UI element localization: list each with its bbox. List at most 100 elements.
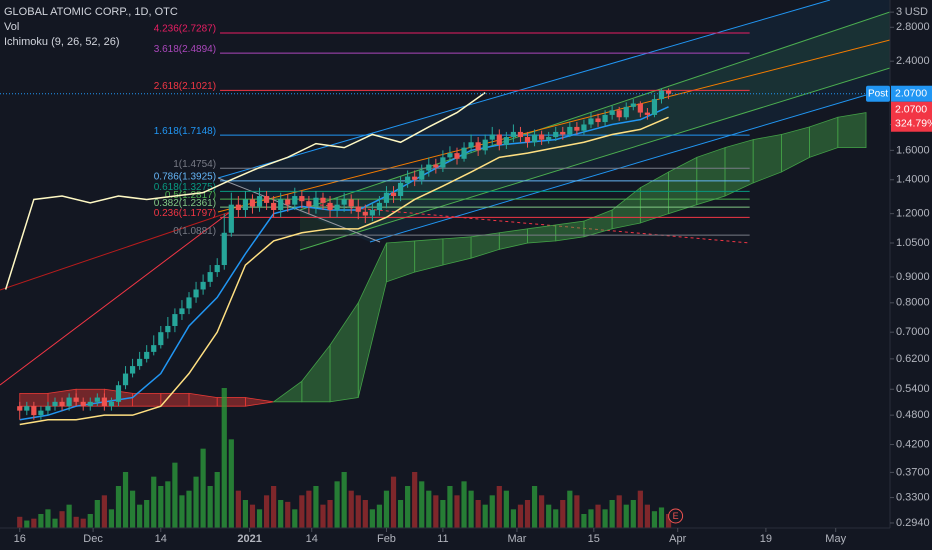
y-tick-label: 0.2940	[896, 517, 930, 529]
volume-bar	[137, 504, 143, 528]
x-tick-label: Dec	[83, 533, 103, 545]
volume-bar	[221, 388, 227, 528]
candle-body	[630, 103, 636, 107]
y-tick-label: 0.3700	[896, 466, 930, 478]
candle-body	[256, 196, 263, 207]
channel-lower	[369, 87, 891, 243]
volume-bar	[242, 500, 249, 528]
candle-body	[376, 202, 383, 211]
volume-bar	[115, 486, 122, 528]
candle-body	[87, 401, 93, 407]
base-line	[19, 116, 669, 426]
plot-layer: 4.236(2.7287) 3.618(2.4894) 2.618(2.1021) 1…	[0, 24, 890, 528]
candle-body	[17, 406, 23, 411]
volume-bar	[249, 504, 256, 528]
volume-bar	[447, 486, 453, 528]
volume-bar	[362, 500, 368, 528]
channel-handle	[217, 177, 381, 243]
volume-bar	[567, 490, 573, 528]
candle-body	[249, 199, 256, 207]
fib-label: 0.382(1.2361)	[154, 198, 216, 209]
candle-body	[581, 124, 587, 131]
candle-body	[475, 142, 481, 151]
last-price-tag	[891, 101, 932, 132]
volume-bar	[108, 509, 115, 528]
y-tick-label: 3	[896, 6, 902, 18]
volume-bar	[327, 500, 333, 528]
candle-body	[334, 204, 340, 211]
x-tick-label: 16	[14, 533, 26, 545]
candle-body	[440, 157, 446, 168]
candle-body	[299, 196, 305, 202]
volume-bar	[235, 490, 241, 528]
volume-bar	[658, 507, 665, 528]
cloud-segment	[216, 397, 246, 407]
candle-body	[517, 131, 524, 138]
candle-body	[66, 397, 72, 407]
volume-bar	[623, 504, 629, 528]
volume-bar	[299, 495, 305, 528]
candle-body	[278, 199, 284, 211]
volume-bar	[228, 439, 234, 528]
volume-bar	[45, 509, 51, 528]
candle-body	[137, 358, 143, 367]
volume-bar	[412, 472, 418, 528]
candle-body	[94, 397, 100, 402]
volume-bar	[616, 495, 622, 528]
volume-bar	[313, 486, 319, 528]
volume-bar	[651, 511, 658, 528]
lagging-line	[4, 92, 486, 290]
candle-body	[553, 131, 559, 138]
x-tick-label: 14	[155, 533, 167, 545]
pitchfork	[0, 0, 891, 386]
candle-body	[108, 401, 115, 407]
volume-bar	[165, 481, 171, 528]
candle-body	[369, 210, 375, 216]
volume-bar	[560, 500, 566, 528]
fib-label: 0.618(1.3275)	[154, 182, 216, 193]
volume-bar	[151, 476, 157, 528]
candle-body	[602, 114, 608, 123]
y-tick-label: 0.4800	[896, 409, 930, 421]
candle-body	[665, 90, 672, 94]
volume-bar	[405, 486, 411, 528]
earnings-label: E	[673, 511, 679, 521]
volume-bar	[524, 500, 531, 528]
fib-label: 0.236(1.1797)	[154, 208, 216, 219]
volume-bar	[341, 472, 347, 528]
x-tick-label: 19	[760, 533, 772, 545]
candle-body	[101, 397, 107, 407]
volume-bar	[475, 500, 481, 528]
x-tick-label: Feb	[377, 533, 396, 545]
x-tick-label: Mar	[507, 533, 526, 545]
candle-body	[38, 410, 44, 416]
volume-bar	[637, 490, 643, 528]
currency: USD	[905, 6, 928, 18]
volume-bar	[101, 495, 107, 528]
y-tick-label: 0.4200	[896, 438, 930, 450]
volume-bar	[200, 448, 206, 528]
candle-body	[651, 99, 658, 115]
candle-body	[200, 281, 206, 290]
candle-body	[496, 134, 502, 145]
candle-body	[426, 164, 432, 171]
volume-bar	[24, 520, 30, 528]
candle-body	[73, 397, 79, 402]
volume-bar	[609, 500, 615, 528]
volume-bar	[144, 500, 150, 528]
volume-bar	[539, 495, 545, 528]
volume-bar	[285, 501, 291, 528]
candle-body	[588, 118, 594, 125]
fib-label: 3.618(2.4894)	[154, 44, 216, 55]
volume-bar	[581, 514, 587, 528]
volume-bar	[66, 504, 72, 528]
volume-bar	[390, 476, 397, 528]
candle-body	[482, 139, 488, 151]
candle-body	[24, 406, 30, 411]
candle-body	[412, 176, 418, 180]
candle-body	[263, 196, 270, 203]
volume-bar	[496, 486, 502, 528]
channel-inner-upper	[299, 11, 891, 211]
last-price-label: 2.0700	[895, 104, 927, 116]
y-tick-label: 1.0500	[896, 237, 930, 249]
